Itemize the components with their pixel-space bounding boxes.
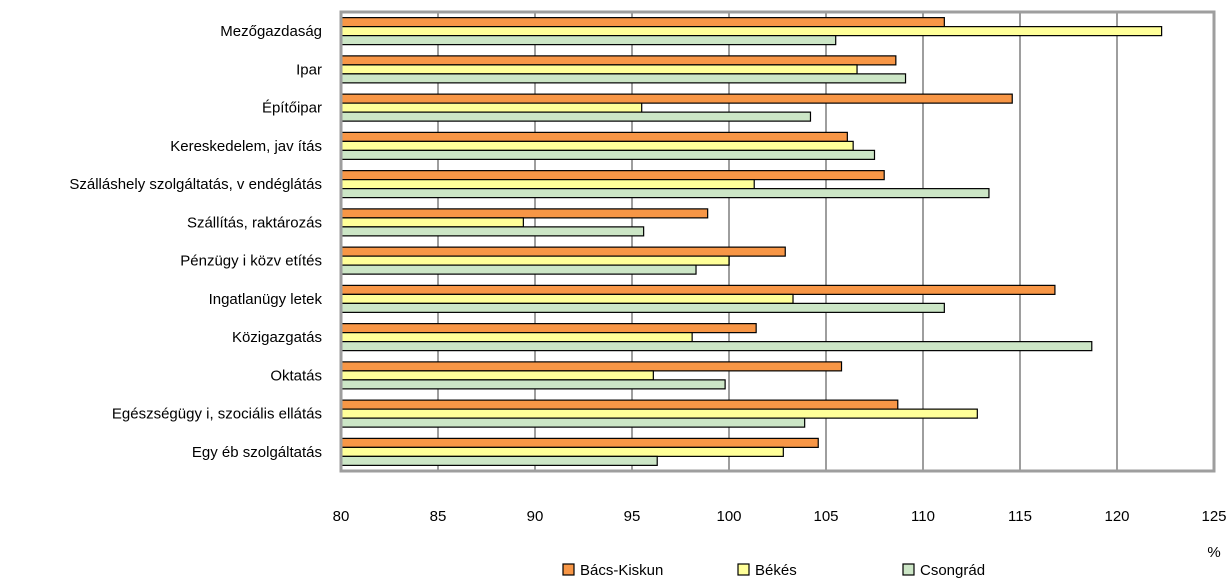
bar-bacs-kiskun — [340, 284, 1056, 295]
x-tick-label: 105 — [813, 508, 838, 525]
bar-bacs-kiskun — [340, 17, 945, 28]
bar-bacs-kiskun — [340, 55, 897, 66]
x-tick-label: 120 — [1104, 508, 1129, 525]
x-tick-label: 80 — [333, 508, 350, 525]
x-tick-label: 95 — [624, 508, 641, 525]
bar-bacs-kiskun — [340, 361, 843, 372]
legend-swatch — [902, 563, 915, 576]
legend-item: Csongrád — [902, 562, 985, 579]
category-label: Szálláshely szolgáltatás, v endéglátás — [69, 176, 322, 193]
x-axis-tick-labels: 80 85 90 95 100 105 110 115 120 125 — [333, 508, 1227, 525]
category-label: Közigazgatás — [232, 329, 322, 346]
category-labels: Mezőgazdaság Ipar Építőipar Kereskedelem, j… — [69, 23, 322, 461]
category-label: Egészségügy i, szociális ellátás — [112, 406, 322, 423]
bar-bekes — [340, 64, 858, 75]
bar-bekes — [340, 332, 693, 343]
legend-swatch — [562, 563, 575, 576]
bar-csongrad — [340, 302, 945, 313]
bar-csongrad — [340, 111, 812, 122]
bar-bacs-kiskun — [340, 93, 1013, 104]
gridlines — [437, 12, 1118, 471]
category-label: Ipar — [296, 61, 322, 78]
category-label: Mezőgazdaság — [220, 23, 322, 40]
bar-csongrad — [340, 341, 1093, 352]
bar-bacs-kiskun — [340, 208, 709, 219]
bar-bekes — [340, 26, 1163, 37]
bar-bekes — [340, 217, 524, 228]
x-tick-label: 85 — [430, 508, 447, 525]
category-label: Kereskedelem, jav ítás — [170, 138, 322, 155]
legend-label: Békés — [755, 562, 797, 579]
bar-csongrad — [340, 455, 658, 466]
category-label: Egy éb szolgáltatás — [192, 444, 322, 461]
x-tick-label: 110 — [911, 508, 935, 525]
bar-csongrad — [340, 379, 726, 390]
bar-bekes — [340, 446, 784, 457]
bar-bacs-kiskun — [340, 323, 757, 334]
bar-csongrad — [340, 188, 990, 199]
bar-bekes — [340, 293, 794, 304]
legend-label: Csongrád — [920, 562, 985, 579]
bar-bekes — [340, 408, 978, 419]
plot-area-frame — [339, 10, 1216, 473]
legend: Bács-Kiskun Békés Csongrád — [562, 562, 985, 579]
x-tick-label: 90 — [527, 508, 544, 525]
category-label: Pénzügy i közv etítés — [180, 253, 322, 270]
legend-item: Békés — [737, 562, 797, 579]
bar-bacs-kiskun — [340, 399, 899, 410]
bar-bekes — [340, 370, 654, 381]
category-label: Oktatás — [270, 367, 322, 384]
bar-csongrad — [340, 149, 876, 160]
bar-csongrad — [340, 264, 697, 275]
bar-bekes — [340, 255, 730, 266]
bar-bekes — [340, 179, 755, 190]
legend-item: Bács-Kiskun — [562, 562, 663, 579]
bar-bekes — [340, 140, 854, 151]
category-label: Szállítás, raktározás — [187, 214, 322, 231]
x-axis-unit-label: % — [1207, 544, 1220, 561]
bar-bacs-kiskun — [340, 170, 885, 181]
bar-bacs-kiskun — [340, 131, 848, 142]
bar-bacs-kiskun — [340, 246, 786, 257]
bar-bacs-kiskun — [340, 437, 819, 448]
category-label: Ingatlanügy letek — [209, 291, 323, 308]
bar-csongrad — [340, 35, 837, 46]
bars — [340, 17, 1163, 466]
bar-csongrad — [340, 226, 645, 237]
x-tick-label: 125 — [1201, 508, 1226, 525]
bar-csongrad — [340, 73, 907, 84]
bar-bekes — [340, 102, 643, 113]
x-tick-label: 100 — [716, 508, 741, 525]
legend-swatch — [737, 563, 750, 576]
category-label: Építőipar — [262, 100, 322, 117]
legend-label: Bács-Kiskun — [580, 562, 663, 579]
bar-csongrad — [340, 417, 806, 428]
x-tick-label: 115 — [1008, 508, 1032, 525]
